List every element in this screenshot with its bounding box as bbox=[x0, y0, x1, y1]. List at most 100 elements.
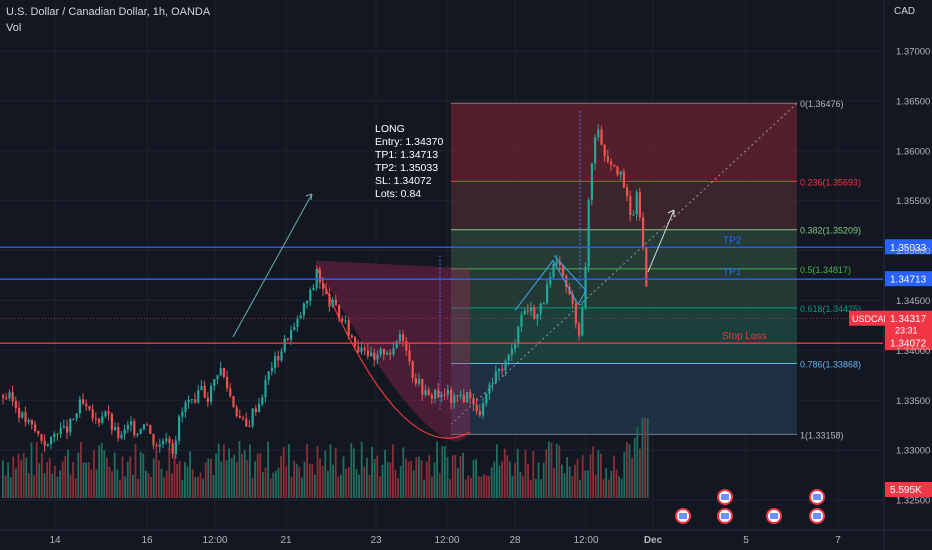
candle-body bbox=[98, 418, 101, 423]
volume-bar bbox=[199, 472, 202, 498]
candle-body bbox=[91, 409, 94, 419]
volume-bar bbox=[576, 459, 579, 498]
volume-bar bbox=[438, 473, 441, 498]
volume-bar bbox=[163, 477, 165, 498]
volume-bar bbox=[553, 467, 555, 498]
candle-body bbox=[478, 410, 481, 416]
candle-body bbox=[309, 289, 312, 301]
fib-level-label: 0.382(1.35209) bbox=[800, 226, 861, 236]
volume-bar bbox=[90, 469, 93, 498]
candle-body bbox=[578, 323, 581, 336]
volume-bar bbox=[389, 462, 392, 498]
volume-bar bbox=[82, 462, 85, 498]
time-axis-tick: 12:00 bbox=[573, 535, 598, 546]
volume-bar bbox=[176, 463, 178, 498]
volume-bar bbox=[93, 450, 95, 498]
volume-bar bbox=[334, 447, 337, 498]
candle-body bbox=[405, 340, 408, 351]
volume-bar bbox=[215, 453, 217, 498]
current-price-value: 1.34317 bbox=[890, 314, 927, 325]
volume-bar bbox=[272, 472, 275, 498]
candle-body bbox=[78, 399, 81, 414]
volume-bar bbox=[584, 470, 587, 498]
candle-body bbox=[40, 434, 43, 441]
candle-body bbox=[600, 129, 603, 145]
candle-body bbox=[398, 334, 401, 342]
volume-bar bbox=[540, 479, 542, 498]
candle-body bbox=[603, 144, 606, 157]
candle-body bbox=[613, 164, 616, 167]
candle-body bbox=[427, 389, 430, 396]
volume-bar bbox=[301, 477, 303, 498]
candle-body bbox=[430, 395, 433, 399]
candle-body bbox=[27, 419, 30, 423]
price-axis-tick: 1.33000 bbox=[896, 446, 930, 457]
volume-bar bbox=[129, 456, 132, 498]
candle-body bbox=[274, 355, 277, 368]
candle-body bbox=[446, 389, 449, 395]
trade-note-line: TP1: 1.34713 bbox=[375, 149, 438, 161]
volume-bar bbox=[28, 472, 30, 498]
flag-icon-fill bbox=[679, 513, 687, 519]
volume-bar bbox=[428, 455, 431, 498]
candle-body bbox=[200, 385, 203, 391]
volume-bar bbox=[464, 479, 467, 498]
candle-body bbox=[517, 326, 520, 345]
volume-bar bbox=[355, 468, 358, 498]
volume-bar bbox=[9, 476, 12, 498]
volume-bar bbox=[189, 451, 191, 498]
candle-body bbox=[642, 217, 645, 248]
candle-body bbox=[472, 398, 475, 405]
candle-body bbox=[197, 390, 200, 403]
projection-arrow bbox=[647, 209, 675, 273]
volume-bar bbox=[397, 477, 399, 498]
candle-body bbox=[210, 386, 213, 402]
volume-bar bbox=[548, 441, 550, 498]
volume-bar bbox=[308, 463, 311, 498]
volume-indicator-label[interactable]: Vol bbox=[6, 22, 22, 34]
candle-body bbox=[286, 338, 289, 340]
volume-bar bbox=[126, 461, 129, 498]
candle-body bbox=[411, 361, 414, 379]
symbol-title[interactable]: U.S. Dollar / Canadian Dollar, 1h, OANDA bbox=[6, 6, 211, 18]
volume-bar bbox=[488, 475, 490, 498]
currency-label: CAD bbox=[894, 6, 916, 17]
candle-body bbox=[114, 427, 117, 430]
fib-zone bbox=[451, 103, 797, 182]
volume-bar bbox=[254, 461, 256, 498]
volume-bar bbox=[54, 465, 56, 498]
candle-body bbox=[482, 403, 485, 416]
volume-bar bbox=[600, 453, 602, 498]
candle-body bbox=[142, 424, 145, 430]
volume-bar bbox=[233, 454, 236, 498]
volume-bar bbox=[77, 452, 80, 498]
current-price-tag bbox=[885, 310, 932, 337]
candle-body bbox=[568, 286, 571, 295]
candle-body bbox=[408, 350, 411, 362]
candle-body bbox=[555, 261, 558, 264]
volume-bar bbox=[594, 474, 597, 498]
candle-body bbox=[501, 368, 504, 371]
candle-body bbox=[638, 192, 641, 218]
volume-bar bbox=[85, 462, 87, 498]
volume-bar bbox=[470, 477, 472, 498]
symbol-tag bbox=[849, 310, 885, 326]
volume-bar bbox=[558, 445, 561, 498]
volume-bar bbox=[360, 441, 363, 498]
volume-bar bbox=[17, 453, 20, 498]
volume-bar bbox=[459, 456, 462, 498]
volume-bar bbox=[72, 461, 74, 498]
candle-body bbox=[437, 389, 440, 398]
volume-bar bbox=[173, 455, 176, 498]
candle-body bbox=[619, 171, 622, 175]
volume-bar bbox=[384, 449, 386, 498]
candle-body bbox=[226, 376, 229, 389]
volume-bar bbox=[87, 461, 90, 498]
candle-body bbox=[206, 397, 209, 402]
candle-body bbox=[552, 263, 555, 278]
candle-body bbox=[626, 187, 629, 197]
volume-bar bbox=[457, 468, 459, 498]
symbol-tag-label: USDCAD bbox=[852, 314, 891, 324]
candle-body bbox=[302, 303, 305, 316]
